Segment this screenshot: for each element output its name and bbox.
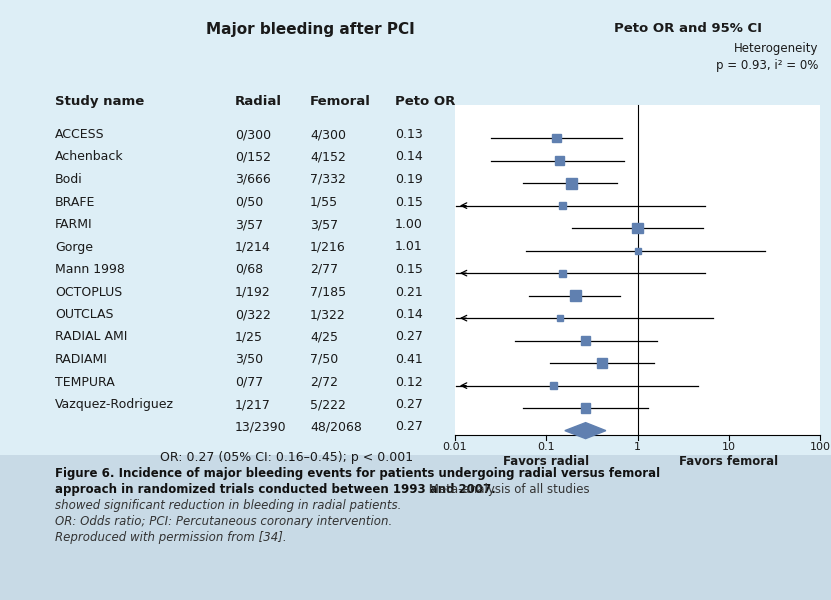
- Text: 0.19: 0.19: [395, 173, 423, 186]
- Text: 48/2068: 48/2068: [310, 421, 361, 433]
- Text: 10: 10: [722, 442, 735, 452]
- Bar: [632, 223, 642, 233]
- Text: 3/57: 3/57: [310, 218, 338, 231]
- Bar: [0, 455, 831, 600]
- Text: 4/25: 4/25: [310, 331, 338, 343]
- Bar: [550, 382, 557, 389]
- Text: 0.1: 0.1: [538, 442, 555, 452]
- Text: Reproduced with permission from [34].: Reproduced with permission from [34].: [55, 531, 287, 544]
- Text: Vazquez-Rodriguez: Vazquez-Rodriguez: [55, 398, 174, 411]
- Text: 0.21: 0.21: [395, 286, 423, 298]
- Text: 0/152: 0/152: [235, 151, 271, 163]
- Text: 0/300: 0/300: [235, 128, 271, 141]
- Bar: [558, 269, 566, 277]
- Text: 0.15: 0.15: [395, 196, 423, 208]
- Text: 1/192: 1/192: [235, 286, 271, 298]
- Text: 7/185: 7/185: [310, 286, 347, 298]
- Text: 1/217: 1/217: [235, 398, 271, 411]
- Text: 1/322: 1/322: [310, 308, 346, 321]
- Text: approach in randomized trials conducted between 1993 and 2007.: approach in randomized trials conducted …: [55, 483, 496, 496]
- Text: ACCESS: ACCESS: [55, 128, 105, 141]
- Text: 0.01: 0.01: [443, 442, 467, 452]
- Text: 0.14: 0.14: [395, 308, 423, 321]
- Polygon shape: [565, 422, 606, 439]
- Text: RADIAMI: RADIAMI: [55, 353, 108, 366]
- Bar: [555, 157, 563, 165]
- Bar: [558, 202, 566, 209]
- Text: 0/50: 0/50: [235, 196, 263, 208]
- Text: 0.12: 0.12: [395, 376, 423, 389]
- Text: Study name: Study name: [55, 95, 145, 108]
- Text: Mann 1998: Mann 1998: [55, 263, 125, 276]
- Text: 0/322: 0/322: [235, 308, 271, 321]
- Text: 7/332: 7/332: [310, 173, 346, 186]
- Bar: [455, 105, 820, 435]
- Bar: [635, 248, 641, 254]
- Bar: [553, 134, 561, 142]
- Text: OR: 0.27 (05% CI: 0.16–0.45); p < 0.001: OR: 0.27 (05% CI: 0.16–0.45); p < 0.001: [160, 451, 413, 464]
- Text: Favors femoral: Favors femoral: [679, 455, 779, 468]
- Text: 2/77: 2/77: [310, 263, 338, 276]
- Text: Figure 6. Incidence of major bleeding events for patients undergoing radial vers: Figure 6. Incidence of major bleeding ev…: [55, 467, 660, 480]
- Text: 0.27: 0.27: [395, 398, 423, 411]
- Text: 0.27: 0.27: [395, 421, 423, 433]
- Text: Gorge: Gorge: [55, 241, 93, 253]
- Text: Major bleeding after PCI: Major bleeding after PCI: [205, 22, 415, 37]
- Text: 1.00: 1.00: [395, 218, 423, 231]
- Text: Favors radial: Favors radial: [504, 455, 589, 468]
- Text: Heterogeneity
p = 0.93, i² = 0%: Heterogeneity p = 0.93, i² = 0%: [715, 42, 818, 72]
- Text: 5/222: 5/222: [310, 398, 346, 411]
- Text: 0.15: 0.15: [395, 263, 423, 276]
- Text: Peto OR and 95% CI: Peto OR and 95% CI: [613, 22, 761, 35]
- Text: 1/216: 1/216: [310, 241, 346, 253]
- Text: 7/50: 7/50: [310, 353, 338, 366]
- Bar: [557, 315, 563, 321]
- Text: 0.27: 0.27: [395, 331, 423, 343]
- Text: TEMPURA: TEMPURA: [55, 376, 115, 389]
- Text: BRAFE: BRAFE: [55, 196, 96, 208]
- Text: 0.41: 0.41: [395, 353, 423, 366]
- Text: showed significant reduction in bleeding in radial patients.: showed significant reduction in bleeding…: [55, 499, 401, 512]
- Text: 0.14: 0.14: [395, 151, 423, 163]
- Text: 1/55: 1/55: [310, 196, 338, 208]
- Text: OUTCLAS: OUTCLAS: [55, 308, 114, 321]
- Text: 13/2390: 13/2390: [235, 421, 287, 433]
- Text: 2/72: 2/72: [310, 376, 338, 389]
- Text: RADIAL AMI: RADIAL AMI: [55, 331, 127, 343]
- Text: 0/77: 0/77: [235, 376, 263, 389]
- Text: 4/300: 4/300: [310, 128, 346, 141]
- Text: Radial: Radial: [235, 95, 282, 108]
- Text: Femoral: Femoral: [310, 95, 371, 108]
- Text: 0.13: 0.13: [395, 128, 423, 141]
- Text: 1.01: 1.01: [395, 241, 423, 253]
- Text: Achenback: Achenback: [55, 151, 124, 163]
- Text: OR: Odds ratio; PCI: Percutaneous coronary intervention.: OR: Odds ratio; PCI: Percutaneous corona…: [55, 515, 392, 528]
- Text: 100: 100: [809, 442, 830, 452]
- Bar: [581, 403, 590, 413]
- Bar: [570, 290, 581, 301]
- Text: 4/152: 4/152: [310, 151, 346, 163]
- Text: 3/57: 3/57: [235, 218, 263, 231]
- Text: Peto OR: Peto OR: [395, 95, 455, 108]
- Text: 1/25: 1/25: [235, 331, 263, 343]
- Text: 3/50: 3/50: [235, 353, 263, 366]
- Text: Bodi: Bodi: [55, 173, 83, 186]
- Text: 3/666: 3/666: [235, 173, 271, 186]
- Text: Meta-analysis of all studies: Meta-analysis of all studies: [425, 483, 590, 496]
- Text: FARMI: FARMI: [55, 218, 92, 231]
- Bar: [597, 358, 607, 368]
- Text: OCTOPLUS: OCTOPLUS: [55, 286, 122, 298]
- Text: 1/214: 1/214: [235, 241, 271, 253]
- Text: 0/68: 0/68: [235, 263, 263, 276]
- Bar: [566, 178, 578, 188]
- Text: 1: 1: [634, 442, 641, 452]
- Bar: [581, 336, 590, 345]
